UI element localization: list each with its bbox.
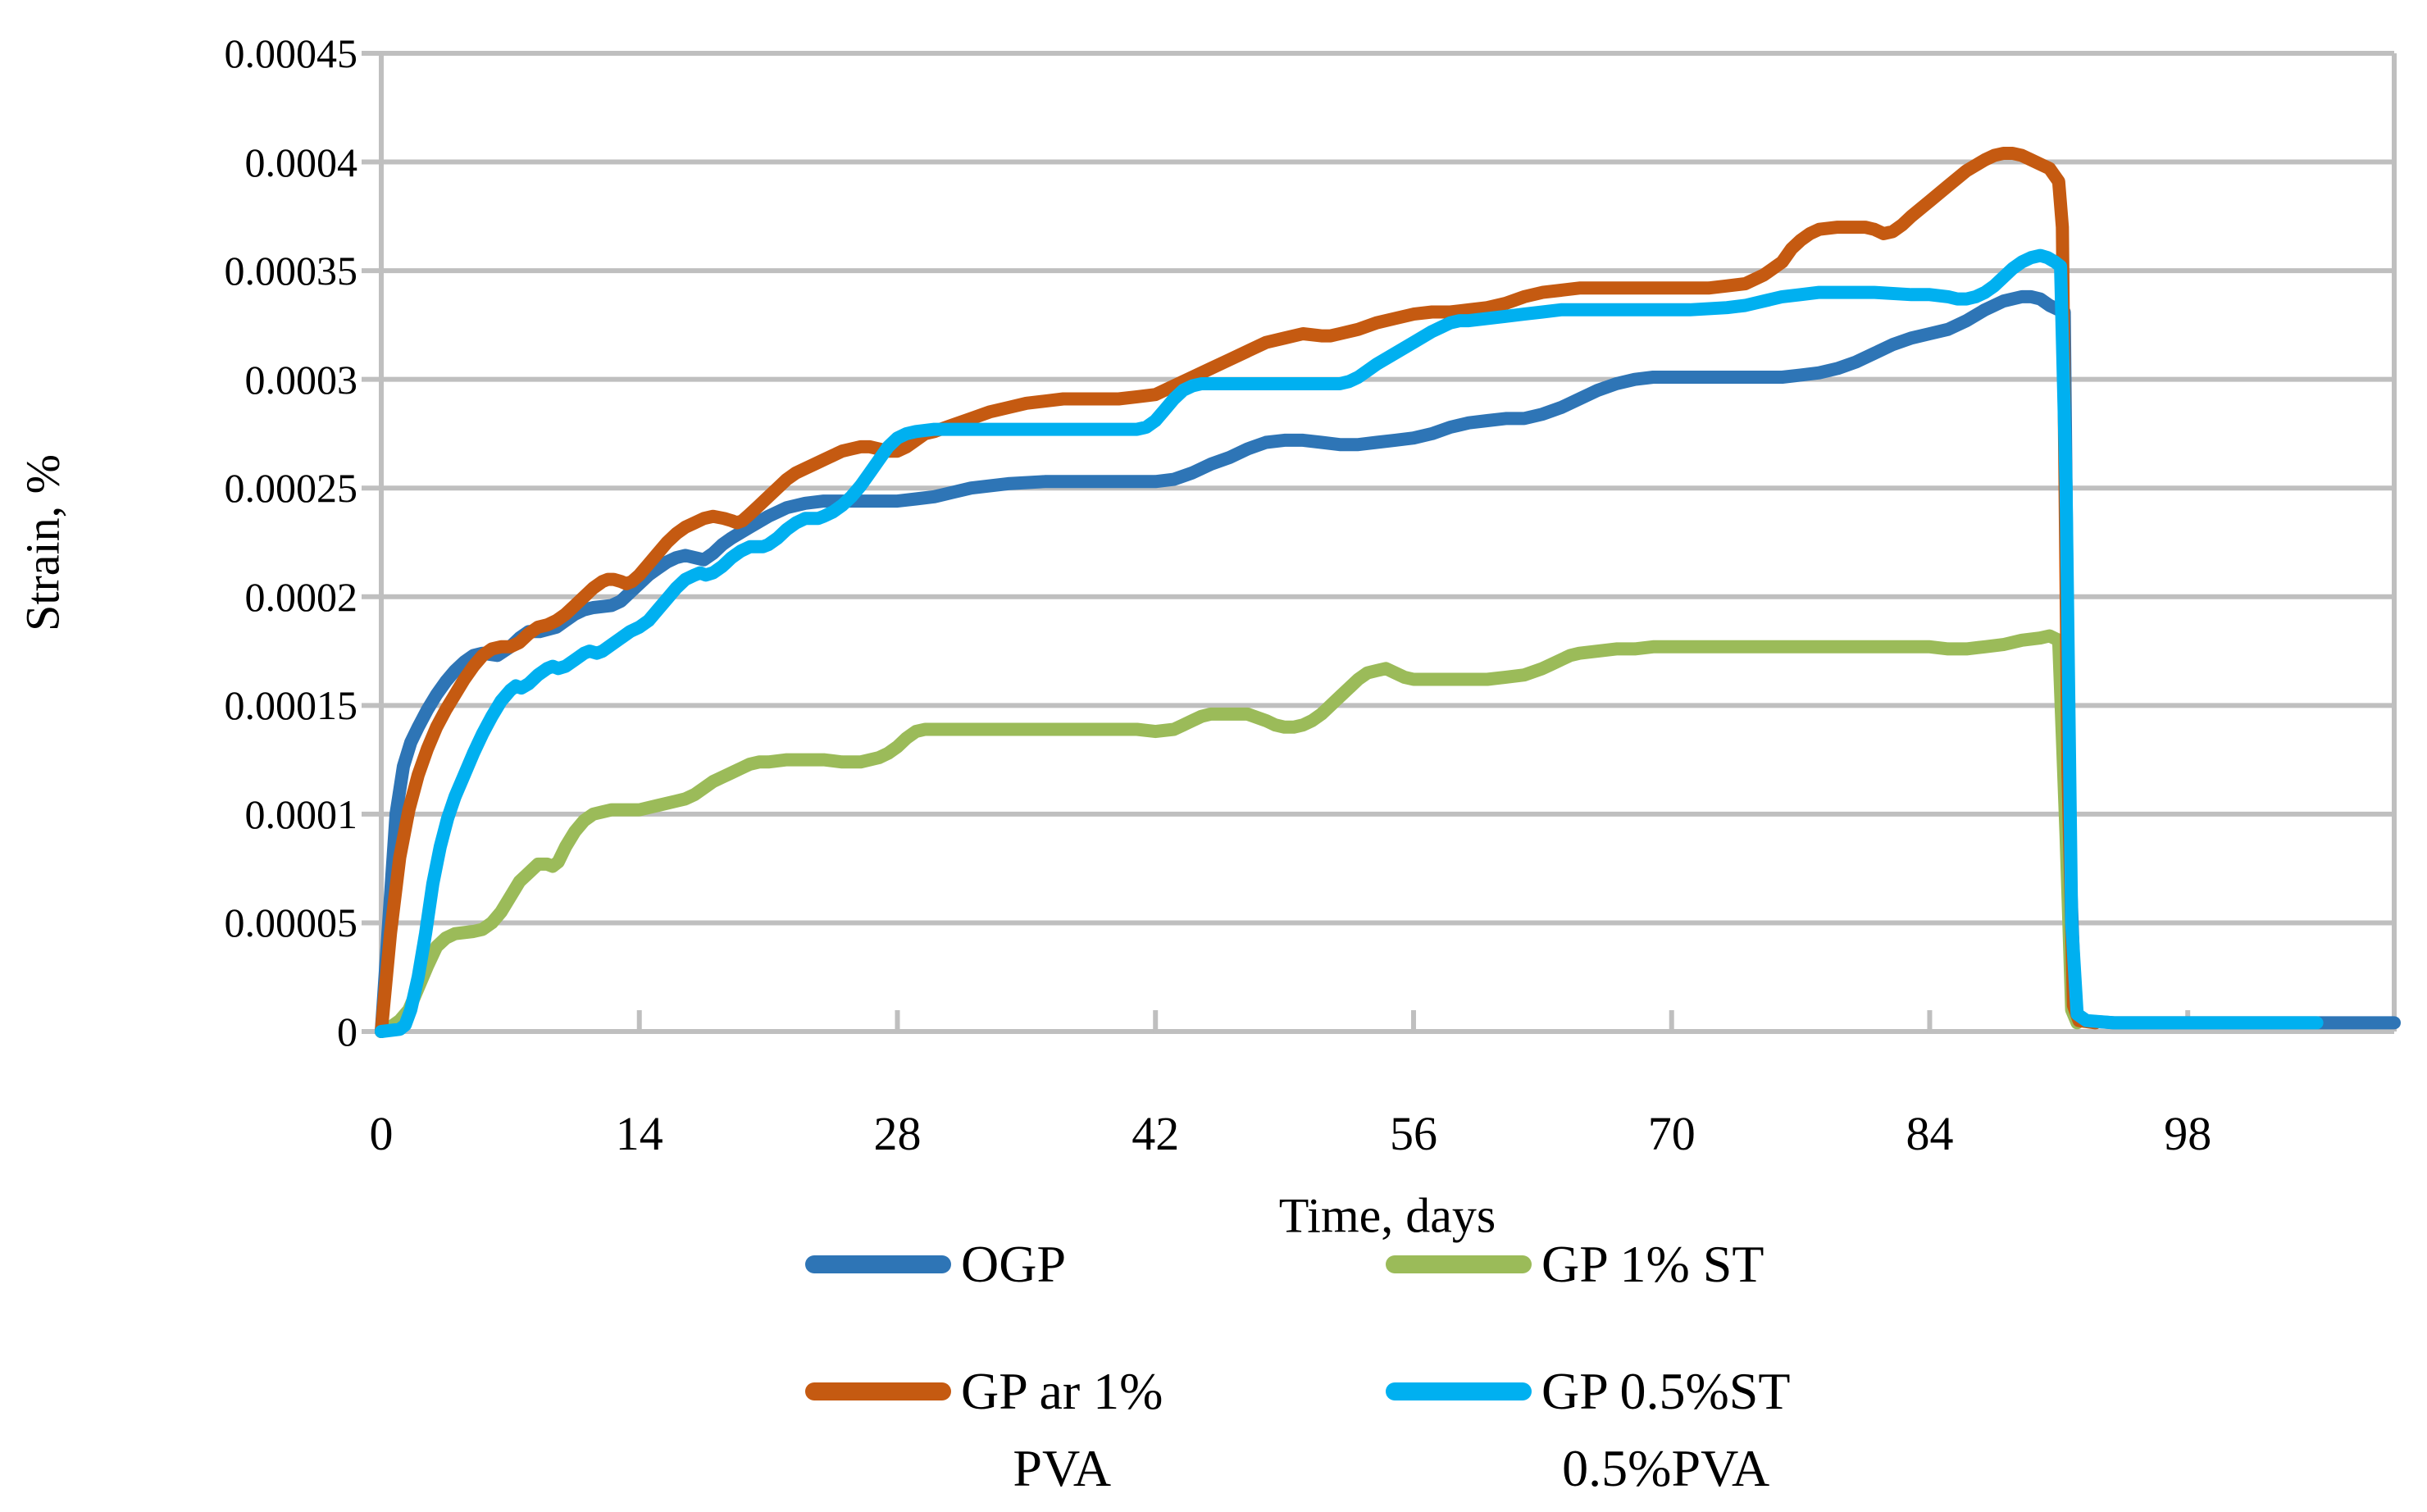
- legend-label-line: OGP: [961, 1235, 1067, 1293]
- x-tick-label-98: 98: [2164, 1107, 2212, 1160]
- legend-label-gp-1-st: GP 1% ST: [1541, 1226, 1764, 1303]
- y-tick-label-0.00045: 0.00045: [224, 30, 358, 76]
- x-axis-title: Time, days: [1278, 1188, 1496, 1243]
- legend-label-line: GP 1% ST: [1541, 1235, 1764, 1293]
- legend-swatch-gp-ar-1-pva: [805, 1382, 951, 1400]
- y-tick-label-0: 0: [337, 1009, 357, 1054]
- y-tick-label-0.00015: 0.00015: [224, 682, 358, 729]
- x-tick-label-14: 14: [615, 1107, 663, 1160]
- legend-item-ogp: OGP: [805, 1226, 1066, 1303]
- y-tick-label-0.0002: 0.0002: [244, 573, 358, 620]
- y-tick-label-0.00005: 0.00005: [224, 899, 358, 946]
- legend-item-gp-1-st: GP 1% ST: [1386, 1226, 1764, 1303]
- series-line-gp-ar-1-pva: [375, 147, 2102, 1038]
- legend-swatch-gp-0-5-st-0-5-pva: [1386, 1382, 1532, 1400]
- x-tick-label-84: 84: [1906, 1107, 1954, 1160]
- x-tick-label-0: 0: [369, 1107, 394, 1160]
- legend-label-line: GP ar 1%: [961, 1362, 1163, 1420]
- legend-label-gp-ar-1-pva: GP ar 1% PVA: [961, 1353, 1163, 1507]
- legend-item-gp-0-5-st-0-5-pva: GP 0.5%ST 0.5%PVA: [1386, 1353, 1790, 1507]
- x-tick-label-56: 56: [1389, 1107, 1437, 1160]
- x-tick-label-42: 42: [1132, 1107, 1180, 1160]
- legend-swatch-gp-1-st: [1386, 1255, 1532, 1273]
- legend-label-line: PVA: [1013, 1439, 1112, 1497]
- series-line-gp-0-5-st-0-5-pva: [375, 248, 2324, 1038]
- x-tick-label-70: 70: [1647, 1107, 1696, 1160]
- legend-label-gp-0-5-st-0-5-pva: GP 0.5%ST 0.5%PVA: [1541, 1353, 1790, 1507]
- legend-item-gp-ar-1-pva: GP ar 1% PVA: [805, 1353, 1163, 1507]
- y-tick-label-0.0001: 0.0001: [244, 790, 358, 837]
- series-line-gp-1-st: [375, 629, 2084, 1038]
- legend-label-line: GP 0.5%ST: [1541, 1362, 1791, 1420]
- y-tick-label-0.0003: 0.0003: [244, 356, 358, 403]
- y-tick-label-0.00025: 0.00025: [224, 465, 358, 512]
- x-tick-label-28: 28: [873, 1107, 922, 1160]
- legend-label-ogp: OGP: [961, 1226, 1066, 1303]
- y-tick-label-0.0004: 0.0004: [244, 139, 358, 185]
- y-tick-label-0.00035: 0.00035: [224, 248, 358, 294]
- legend-label-line: 0.5%PVA: [1562, 1439, 1770, 1497]
- legend-swatch-ogp: [805, 1255, 951, 1273]
